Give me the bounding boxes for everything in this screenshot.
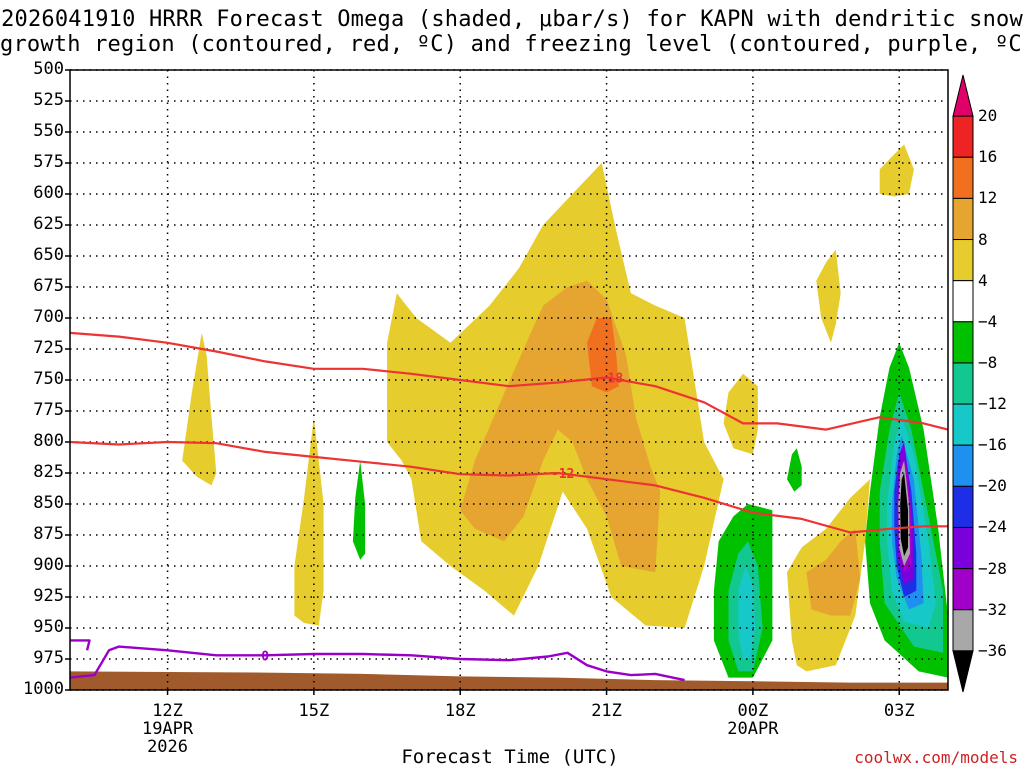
omega-region-yellow-area-15z xyxy=(294,417,324,626)
credit-text[interactable]: coolwx.com/models xyxy=(854,748,1018,767)
colorbar-label: −28 xyxy=(978,558,1007,578)
x-tick-label-21Z: 21Z xyxy=(591,701,622,721)
x-axis-title: Forecast Time (UTC) xyxy=(401,746,619,768)
y-tick-label-800: 800 xyxy=(33,431,64,451)
y-tick-label-700: 700 xyxy=(33,307,64,327)
contour-minus-18c-isotherm xyxy=(69,331,949,431)
colorbar-label: −32 xyxy=(978,599,1007,619)
y-tick-label-525: 525 xyxy=(33,90,64,110)
omega-region-cyan-area-00z xyxy=(738,566,756,659)
contour-label-minus-18c-isotherm: -18 xyxy=(600,372,624,387)
y-tick-label-875: 875 xyxy=(33,524,64,544)
colorbar-segment-8 xyxy=(952,403,974,446)
colorbar-bottom-triangle xyxy=(952,650,974,693)
omega-region-orange-area-01z xyxy=(806,528,861,616)
omega-region-yellow-area-0130z xyxy=(816,249,841,343)
contour-freezing-level-0c xyxy=(69,645,685,682)
omega-region-yellow-area-12z xyxy=(182,332,217,486)
contour-label-minus-12c-isotherm: -12 xyxy=(551,467,574,482)
contour-minus-12c-isotherm xyxy=(69,440,948,534)
chart-title-line2: growth region (contoured, red, ºC) and f… xyxy=(0,32,1024,57)
y-tick-label-825: 825 xyxy=(33,462,64,482)
colorbar-segment-3 xyxy=(952,197,974,241)
colorbar-segment-11 xyxy=(952,526,974,570)
colorbar-label: 8 xyxy=(978,229,988,249)
colorbar-segment-13 xyxy=(952,609,974,652)
surface-terrain xyxy=(70,671,948,690)
y-tick-label-550: 550 xyxy=(33,121,64,141)
x-tick-sublabel-19APR: 19APR xyxy=(141,719,194,739)
contour-freezing-level-0c-left-stub xyxy=(70,639,91,651)
y-tick-label-675: 675 xyxy=(33,276,64,296)
colorbar-segment-9 xyxy=(952,444,974,487)
y-tick-label-1000: 1000 xyxy=(23,679,64,699)
colorbar-label: −16 xyxy=(978,435,1007,455)
colorbar-label: −36 xyxy=(978,640,1007,660)
colorbar-label: −4 xyxy=(978,311,998,331)
y-tick-label-975: 975 xyxy=(33,648,64,668)
x-tick-label-00Z: 00Z xyxy=(737,701,769,721)
colorbar-label: −24 xyxy=(978,517,1007,537)
colorbar-segment-5 xyxy=(952,280,974,323)
y-tick-label-625: 625 xyxy=(33,214,64,234)
colorbar-label: −8 xyxy=(978,352,998,372)
y-tick-label-925: 925 xyxy=(33,586,64,606)
omega-region-green-blob-0030z xyxy=(787,448,802,492)
colorbar-label: 20 xyxy=(978,106,998,126)
omega-region-dark-orange-area xyxy=(587,318,619,393)
colorbar-label: −12 xyxy=(978,394,1007,414)
colorbar-label: 4 xyxy=(978,270,988,290)
y-tick-label-750: 750 xyxy=(33,369,64,389)
colorbar-segment-6 xyxy=(952,321,974,364)
omega-region-yellow-area-2130z xyxy=(723,373,758,455)
omega-region-green-area-16z xyxy=(352,460,366,560)
colorbar-segment-1 xyxy=(952,115,974,158)
y-tick-label-850: 850 xyxy=(33,493,64,513)
y-tick-label-725: 725 xyxy=(33,338,64,358)
x-tick-label-15Z: 15Z xyxy=(298,701,330,721)
omega-region-yellow-area-02z xyxy=(879,144,914,197)
colorbar-segment-10 xyxy=(952,485,974,528)
x-tick-label-18Z: 18Z xyxy=(444,701,476,721)
contour-label-freezing-level-0c: 0 xyxy=(261,649,269,664)
x-tick-label-03Z: 03Z xyxy=(883,701,915,721)
y-tick-label-950: 950 xyxy=(33,617,64,637)
colorbar-top-triangle xyxy=(952,74,974,117)
colorbar-segment-7 xyxy=(952,362,974,405)
colorbar-segment-2 xyxy=(952,156,974,199)
colorbar-segment-4 xyxy=(952,239,974,282)
y-tick-label-900: 900 xyxy=(33,555,64,575)
colorbar-label: −20 xyxy=(978,476,1007,496)
x-tick-label-12Z: 12Z xyxy=(152,701,183,721)
colorbar-label: 16 xyxy=(978,147,998,167)
chart-title-line1: 2026041910 HRRR Forecast Omega (shaded, … xyxy=(1,7,1023,32)
colorbar-label: 12 xyxy=(978,188,998,208)
x-tick-sublabel-2026: 2026 xyxy=(147,737,189,757)
colorbar-segment-12 xyxy=(952,568,974,611)
x-tick-sublabel-20APR: 20APR xyxy=(727,719,779,739)
y-tick-label-775: 775 xyxy=(33,400,64,420)
y-tick-label-500: 500 xyxy=(33,59,64,79)
y-tick-label-650: 650 xyxy=(33,245,64,265)
y-tick-label-575: 575 xyxy=(33,152,64,172)
y-tick-label-600: 600 xyxy=(33,183,64,203)
